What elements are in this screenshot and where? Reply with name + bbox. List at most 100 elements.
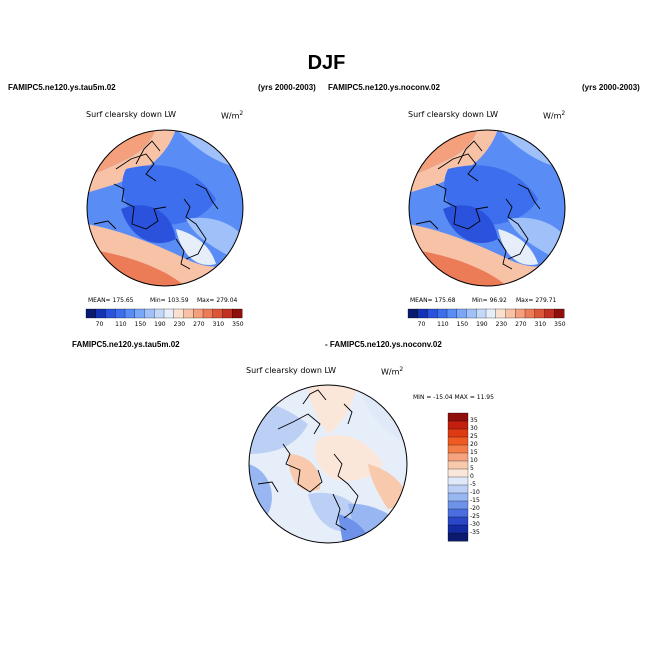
colorbar-swatch <box>437 308 448 319</box>
left-mean-stat: MEAN= 175.65 <box>88 297 134 304</box>
colorbar-swatch <box>447 476 469 486</box>
colorbar-swatch <box>446 308 458 319</box>
colorbar-tick-label: 230 <box>495 321 508 328</box>
colorbar-swatch <box>85 308 97 319</box>
right-case-header: FAMIPC5.ne120.ys.noconv.02 <box>328 83 440 92</box>
season-title: DJF <box>307 52 346 74</box>
colorbar-swatch <box>105 308 116 319</box>
colorbar-swatch <box>154 308 165 319</box>
colorbar-swatch <box>515 308 526 319</box>
colorbar-tick-label: 230 <box>173 321 186 328</box>
colorbar-swatch <box>163 308 175 319</box>
diff-case-left: FAMIPC5.ne120.ys.tau5m.02 <box>72 340 180 349</box>
colorbar-swatch <box>447 460 469 470</box>
colorbar-swatch <box>447 484 469 494</box>
diff-panel-title: Surf clearsky down LW <box>246 366 337 375</box>
colorbar-swatch <box>534 308 545 319</box>
colorbar-tick-label: 150 <box>456 321 469 328</box>
colorbar-tick-label: 15 <box>470 449 478 456</box>
colorbar-tick-label: 190 <box>154 321 166 328</box>
colorbar-swatch <box>212 308 223 319</box>
diff-case-right: - FAMIPC5.ne120.ys.noconv.02 <box>325 340 442 349</box>
colorbar-tick-label: 190 <box>476 321 488 328</box>
colorbar-swatch <box>544 308 555 319</box>
right-years-header: (yrs 2000-2003) <box>582 83 640 92</box>
left-case-header: FAMIPC5.ne120.ys.tau5m.02 <box>8 83 116 92</box>
colorbar-swatch <box>173 308 184 319</box>
colorbar-swatch <box>95 308 106 319</box>
colorbar-swatch <box>476 308 487 319</box>
right-polar-map <box>408 129 566 287</box>
colorbar-swatch <box>485 308 497 319</box>
colorbar-swatch <box>447 444 469 454</box>
colorbar-swatch <box>447 532 469 542</box>
colorbar-swatch <box>447 468 469 478</box>
diff-panel-units: W/m2 <box>381 366 404 377</box>
colorbar-swatch <box>447 524 469 534</box>
colorbar-tick-label: 110 <box>437 321 449 328</box>
colorbar-tick-label: 20 <box>470 441 478 448</box>
colorbar-swatch <box>466 308 477 319</box>
colorbar-tick-label: 350 <box>232 321 244 328</box>
left-panel-title: Surf clearsky down LW <box>86 110 177 119</box>
colorbar-tick-label: 310 <box>212 321 225 328</box>
colorbar-tick-label: 0 <box>470 473 474 480</box>
colorbar-swatch <box>124 308 136 319</box>
colorbar-tick-label: -20 <box>470 505 480 512</box>
colorbar-tick-label: 70 <box>95 321 104 328</box>
colorbar-swatch <box>554 308 565 319</box>
right-colorbar <box>407 308 565 319</box>
colorbar-swatch <box>447 420 469 430</box>
left-max-stat: Max= 279.04 <box>197 297 238 304</box>
colorbar-tick-label: -30 <box>470 521 480 528</box>
colorbar-tick-label: 310 <box>534 321 547 328</box>
colorbar-swatch <box>447 516 469 526</box>
right-max-stat: Max= 279.71 <box>516 297 557 304</box>
colorbar-swatch <box>524 308 536 319</box>
right-panel-title: Surf clearsky down LW <box>408 110 499 119</box>
colorbar-swatch <box>447 412 469 422</box>
colorbar-tick-label: 350 <box>554 321 566 328</box>
colorbar-tick-label: -25 <box>470 513 480 520</box>
colorbar-swatch <box>427 308 438 319</box>
colorbar-tick-label: 110 <box>115 321 127 328</box>
colorbar-tick-label: 270 <box>193 321 205 328</box>
colorbar-tick-label: 35 <box>470 417 478 424</box>
left-polar-map <box>86 129 244 287</box>
colorbar-tick-label: -10 <box>470 489 480 496</box>
colorbar-swatch <box>202 308 214 319</box>
colorbar-swatch <box>222 308 233 319</box>
colorbar-swatch <box>144 308 155 319</box>
left-years-header: (yrs 2000-2003) <box>258 83 316 92</box>
colorbar-tick-label: 150 <box>134 321 147 328</box>
diff-colorbar <box>447 412 469 542</box>
colorbar-tick-label: 30 <box>470 425 478 432</box>
left-panel-units: W/m2 <box>221 110 244 121</box>
right-min-stat: Min= 96.92 <box>472 297 507 304</box>
colorbar-swatch <box>193 308 204 319</box>
right-mean-stat: MEAN= 175.68 <box>410 297 456 304</box>
colorbar-tick-label: 270 <box>515 321 527 328</box>
colorbar-swatch <box>447 508 469 518</box>
colorbar-tick-label: -15 <box>470 497 480 504</box>
diff-polar-map <box>248 384 408 544</box>
colorbar-swatch <box>447 428 469 438</box>
colorbar-tick-label: 10 <box>470 457 478 464</box>
colorbar-tick-label: -35 <box>470 529 480 536</box>
colorbar-swatch <box>447 500 469 510</box>
colorbar-tick-label: -5 <box>470 481 476 488</box>
colorbar-swatch <box>447 492 469 502</box>
left-min-stat: Min= 103.59 <box>150 297 189 304</box>
colorbar-swatch <box>183 308 194 319</box>
colorbar-swatch <box>447 436 469 446</box>
left-colorbar <box>85 308 243 319</box>
colorbar-swatch <box>456 308 467 319</box>
colorbar-tick-label: 5 <box>470 465 474 472</box>
colorbar-tick-label: 70 <box>417 321 426 328</box>
colorbar-swatch <box>134 308 145 319</box>
colorbar-swatch <box>505 308 516 319</box>
colorbar-swatch <box>232 308 243 319</box>
colorbar-swatch <box>417 308 428 319</box>
colorbar-tick-label: 25 <box>470 433 478 440</box>
